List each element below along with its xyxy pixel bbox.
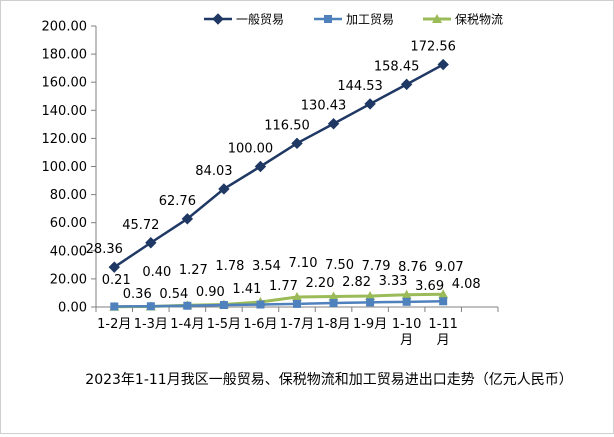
x-tick-label: 1-2月: [97, 317, 131, 332]
data-label: 62.76: [159, 194, 196, 209]
y-tick-label: 160.00: [42, 76, 88, 91]
legend-label: 保税物流: [455, 13, 503, 27]
data-label: 7.79: [362, 259, 391, 274]
series-point: [183, 301, 192, 310]
series-point: [181, 213, 194, 225]
x-tick-label: 1-5月: [207, 317, 241, 332]
data-label: 7.10: [289, 256, 318, 271]
series-point: [145, 237, 157, 249]
y-tick-label: 140.00: [42, 104, 88, 119]
series-point: [293, 299, 301, 308]
data-label: 9.07: [435, 260, 464, 275]
series-point: [401, 289, 412, 299]
data-label: 28.36: [86, 242, 123, 257]
data-label: 0.90: [196, 285, 225, 300]
series-point: [438, 289, 449, 299]
data-label: 144.53: [337, 79, 383, 94]
series-point: [439, 297, 448, 306]
series-point: [400, 78, 413, 91]
y-tick-label: 200.00: [42, 20, 88, 35]
data-label: 130.43: [301, 99, 347, 114]
data-label: 1.41: [232, 282, 261, 297]
series-lines: [108, 58, 449, 311]
y-axis: 0.00 20.00 40.00 60.00 80.00 100.00 120.00 140.…: [42, 20, 97, 316]
data-label: 158.45: [374, 59, 420, 74]
legend-swatch-marker: [212, 13, 224, 25]
data-label: 2.82: [342, 275, 371, 290]
legend-item-1: 一般贸易: [204, 12, 284, 27]
x-tick-label: 1-6月: [243, 317, 277, 332]
series-point: [291, 137, 303, 150]
data-label: 1.77: [269, 279, 298, 294]
x-tick-label: 1-11 月: [428, 317, 458, 348]
data-label: 84.03: [195, 164, 232, 179]
series-line: [114, 300, 444, 308]
data-label: 1.27: [179, 263, 208, 278]
y-tick-label: 0.00: [58, 301, 87, 316]
series-point: [437, 58, 449, 71]
x-tick-label: 1-9月: [353, 317, 387, 332]
data-label: 172.56: [410, 40, 456, 55]
legend: 一般贸易 加工贸易 保税物流: [204, 12, 503, 27]
series-point: [219, 301, 228, 310]
series-point: [365, 291, 376, 301]
series-point: [254, 160, 267, 173]
series-1: [108, 58, 449, 273]
data-label: 3.33: [379, 274, 408, 289]
series-point: [328, 291, 339, 301]
data-label: 1.78: [215, 259, 244, 274]
data-label: 116.50: [264, 118, 310, 133]
y-tick-label: 40.00: [50, 244, 87, 259]
legend-item-2: 加工贸易: [314, 13, 394, 27]
x-tick-label: 1-4月: [170, 317, 204, 332]
data-label: 3.54: [252, 259, 281, 274]
legend-swatch-marker: [432, 14, 442, 23]
data-label: 0.54: [159, 287, 188, 302]
x-axis: 1-2月 1-3月 1-4月 1-5月 1-6月 1-7月 1-8月 1-9月 1-10 月1-1…: [95, 306, 499, 348]
data-label: 45.72: [122, 218, 159, 233]
series-point: [329, 299, 338, 308]
series-point: [366, 298, 375, 307]
legend-item-3: 保税物流: [423, 13, 503, 27]
series-point: [256, 300, 265, 309]
x-tick-label: 1-8月: [316, 317, 350, 332]
data-label: 4.08: [452, 277, 481, 292]
data-label: 0.40: [142, 265, 171, 280]
y-tick-label: 80.00: [50, 188, 87, 203]
series-point: [327, 118, 340, 130]
legend-label: 一般贸易: [236, 12, 284, 27]
data-label: 8.76: [398, 260, 427, 275]
series-point: [292, 292, 302, 302]
series-point: [108, 261, 120, 273]
x-tick-label: 1-3月: [134, 317, 168, 332]
series-point: [218, 183, 230, 195]
data-label: 0.36: [123, 287, 152, 302]
series-point: [146, 302, 155, 311]
data-label: 100.00: [228, 142, 274, 157]
y-tick-label: 180.00: [42, 48, 88, 63]
chart-title: 2023年1-11月我区一般贸易、保税物流和加工贸易进出口走势（亿元人民币）: [85, 372, 572, 388]
series-2: [110, 297, 448, 311]
y-tick-label: 120.00: [42, 132, 88, 147]
legend-swatch-marker: [324, 15, 332, 23]
x-tick-label: 1-7月: [280, 317, 314, 332]
data-label: 3.69: [415, 279, 444, 294]
series-line: [113, 63, 444, 269]
y-tick-label: 20.00: [50, 272, 87, 287]
data-label: 7.50: [325, 258, 354, 273]
x-tick-label: 1-10 月: [392, 317, 422, 348]
series-point: [402, 297, 411, 306]
legend-label: 加工贸易: [346, 13, 394, 27]
y-tick-label: 60.00: [50, 216, 87, 231]
data-label: 0.21: [102, 273, 131, 288]
series-point: [364, 98, 376, 110]
y-tick-label: 100.00: [42, 160, 88, 175]
series-point: [110, 302, 119, 311]
data-label: 2.20: [306, 276, 335, 291]
